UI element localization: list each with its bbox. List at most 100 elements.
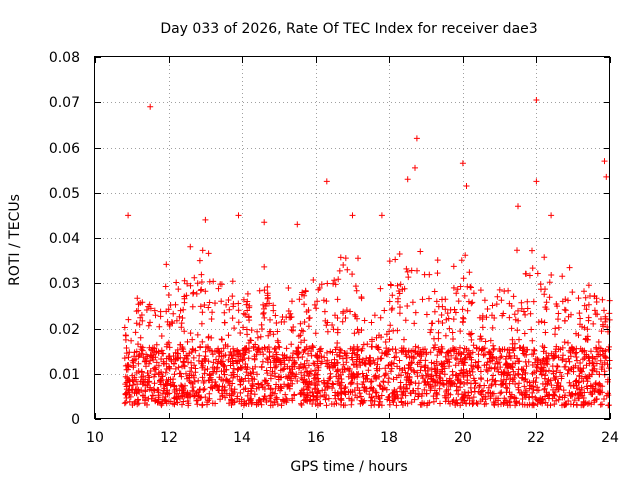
data-point bbox=[192, 365, 199, 372]
data-point bbox=[376, 373, 383, 380]
data-point bbox=[387, 368, 394, 375]
data-point bbox=[219, 390, 226, 397]
data-point bbox=[274, 328, 281, 335]
data-point bbox=[272, 345, 279, 352]
data-point bbox=[409, 299, 416, 306]
data-point bbox=[373, 389, 380, 396]
data-point bbox=[417, 367, 424, 374]
data-point bbox=[494, 293, 501, 300]
data-point bbox=[336, 382, 343, 388]
data-point bbox=[377, 285, 384, 292]
data-point bbox=[317, 345, 324, 352]
data-point bbox=[313, 305, 320, 312]
data-point bbox=[546, 391, 553, 398]
data-point bbox=[230, 303, 237, 310]
data-point bbox=[586, 372, 593, 378]
data-point bbox=[360, 379, 367, 385]
data-point bbox=[577, 315, 584, 322]
data-point bbox=[461, 292, 468, 299]
data-point bbox=[255, 380, 262, 387]
data-point bbox=[404, 176, 411, 183]
data-point bbox=[327, 370, 334, 377]
data-point bbox=[221, 371, 228, 378]
data-point bbox=[524, 391, 530, 398]
data-point bbox=[522, 358, 529, 365]
data-point bbox=[140, 378, 147, 385]
data-point bbox=[199, 309, 206, 316]
data-point bbox=[510, 293, 517, 300]
data-point bbox=[226, 352, 233, 358]
data-point bbox=[205, 377, 212, 384]
data-point bbox=[147, 368, 154, 374]
data-point bbox=[220, 362, 227, 369]
data-point bbox=[266, 349, 273, 356]
data-point bbox=[300, 349, 307, 355]
data-point bbox=[244, 298, 251, 305]
data-point bbox=[496, 359, 503, 366]
data-point bbox=[340, 262, 347, 268]
data-point bbox=[535, 319, 542, 326]
data-point bbox=[311, 375, 318, 382]
data-point bbox=[414, 267, 420, 274]
data-point bbox=[471, 377, 478, 384]
data-point bbox=[229, 278, 236, 285]
data-point bbox=[354, 394, 361, 401]
data-point bbox=[484, 306, 491, 312]
data-point bbox=[215, 345, 222, 352]
data-point bbox=[174, 390, 181, 397]
plot-frame bbox=[94, 56, 610, 419]
data-point bbox=[591, 307, 598, 314]
data-point bbox=[163, 355, 170, 362]
data-point bbox=[330, 381, 337, 388]
data-point bbox=[171, 395, 178, 402]
data-point bbox=[162, 369, 169, 376]
data-point bbox=[247, 388, 254, 395]
data-point bbox=[436, 385, 443, 392]
data-point bbox=[490, 399, 497, 406]
data-point bbox=[135, 396, 142, 403]
data-point bbox=[280, 366, 286, 373]
data-point bbox=[414, 361, 421, 368]
data-point bbox=[342, 350, 349, 357]
data-point bbox=[173, 317, 180, 324]
data-point bbox=[378, 392, 385, 399]
data-point bbox=[190, 354, 197, 361]
data-point bbox=[234, 393, 241, 400]
data-point bbox=[434, 378, 441, 385]
data-point bbox=[337, 389, 344, 395]
data-point bbox=[180, 346, 187, 353]
data-point bbox=[311, 386, 318, 393]
data-point bbox=[196, 387, 203, 393]
data-point bbox=[297, 320, 304, 327]
data-point bbox=[566, 379, 573, 386]
data-point bbox=[509, 336, 516, 343]
data-point bbox=[177, 341, 184, 348]
data-point bbox=[231, 349, 237, 356]
data-point bbox=[376, 382, 383, 389]
data-point bbox=[404, 303, 411, 309]
data-point bbox=[226, 400, 232, 407]
data-point bbox=[366, 354, 373, 361]
data-point bbox=[464, 307, 471, 314]
data-point bbox=[464, 379, 471, 386]
data-point bbox=[359, 356, 366, 363]
data-point bbox=[596, 380, 603, 387]
data-point bbox=[306, 370, 313, 377]
data-point bbox=[240, 296, 247, 303]
data-point bbox=[339, 318, 346, 325]
x-tick-label: 14 bbox=[233, 430, 251, 446]
data-point bbox=[364, 375, 371, 382]
data-point bbox=[158, 356, 165, 362]
data-point bbox=[264, 283, 271, 290]
data-point bbox=[470, 394, 477, 401]
data-point bbox=[278, 385, 285, 392]
data-point bbox=[460, 374, 467, 380]
data-point bbox=[139, 317, 146, 324]
data-point bbox=[538, 286, 544, 293]
data-point bbox=[171, 371, 178, 378]
data-point bbox=[272, 396, 279, 403]
data-point bbox=[239, 356, 246, 363]
data-point bbox=[356, 390, 363, 397]
data-point bbox=[201, 302, 208, 308]
data-point bbox=[521, 383, 528, 390]
